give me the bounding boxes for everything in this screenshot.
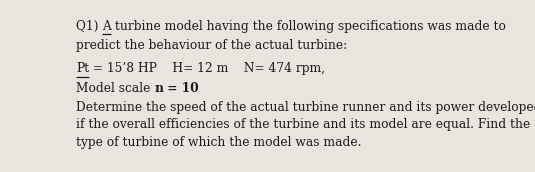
Text: Model scale: Model scale — [76, 82, 154, 95]
Text: type of turbine of which the model was made.: type of turbine of which the model was m… — [76, 136, 362, 149]
Text: = 10: = 10 — [163, 82, 199, 95]
Text: = 15’8 HP    H= 12 m    N= 474 rpm,: = 15’8 HP H= 12 m N= 474 rpm, — [89, 62, 325, 75]
Text: predict the behaviour of the actual turbine:: predict the behaviour of the actual turb… — [76, 39, 347, 52]
Text: if the overall efficiencies of the turbine and its model are equal. Find the: if the overall efficiencies of the turbi… — [76, 118, 530, 131]
Text: Pt: Pt — [76, 62, 89, 75]
Text: Q1): Q1) — [76, 20, 102, 33]
Text: A: A — [102, 20, 111, 33]
Text: n: n — [154, 82, 163, 95]
Text: turbine model having the following specifications was made to: turbine model having the following speci… — [111, 20, 506, 33]
Text: Determine the speed of the actual turbine runner and its power developed: Determine the speed of the actual turbin… — [76, 101, 535, 114]
